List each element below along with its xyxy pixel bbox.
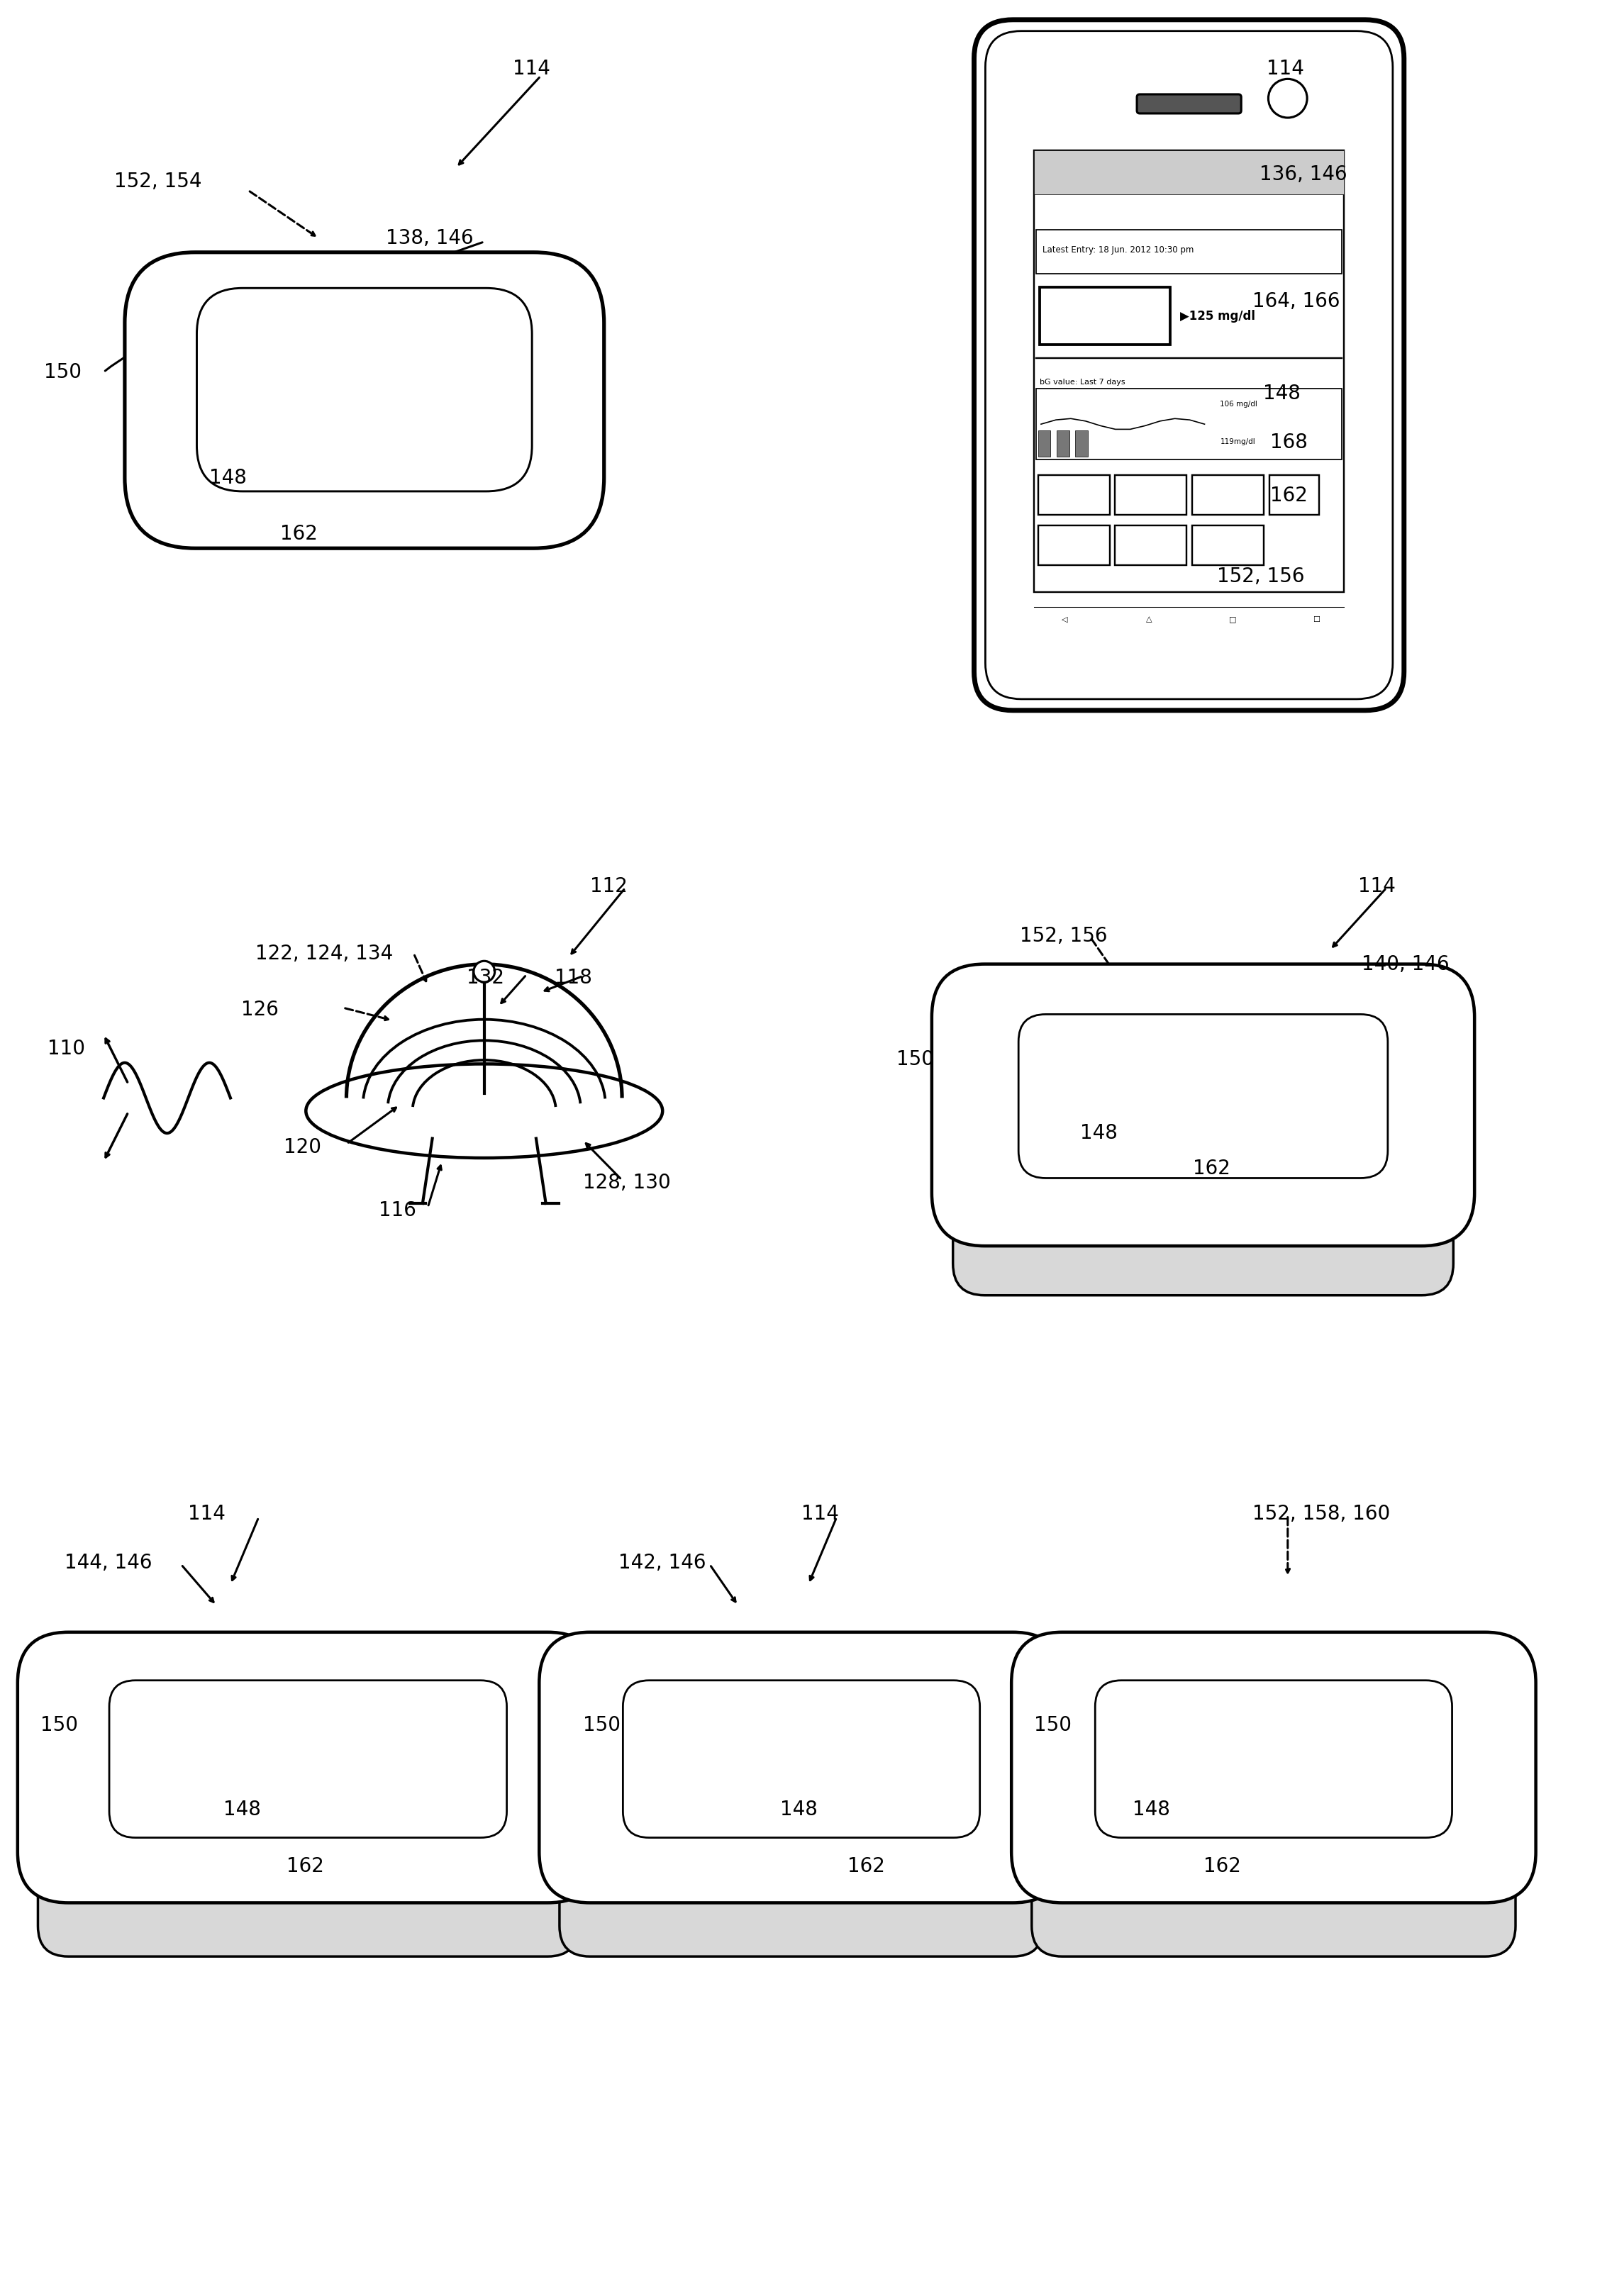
Text: ◁: ◁ [1062,615,1069,622]
FancyBboxPatch shape [109,1681,506,1837]
Text: 150: 150 [43,363,82,381]
FancyBboxPatch shape [170,443,562,544]
Text: 150: 150 [40,1715,77,1736]
Text: 162: 162 [280,523,317,544]
FancyBboxPatch shape [196,287,532,491]
FancyBboxPatch shape [1019,1015,1388,1178]
FancyBboxPatch shape [18,1632,598,1903]
Text: 152, 156: 152, 156 [1216,567,1305,585]
FancyBboxPatch shape [125,253,604,549]
Text: 106 mg/dl: 106 mg/dl [1220,402,1258,409]
Text: 128, 130: 128, 130 [583,1173,670,1192]
Text: 148: 148 [1133,1800,1170,1821]
FancyBboxPatch shape [1136,94,1241,113]
Text: 119mg/dl: 119mg/dl [1220,439,1255,445]
Bar [1038,475,1109,514]
Text: 152, 158, 160: 152, 158, 160 [1252,1504,1390,1525]
Text: 168: 168 [1270,432,1308,452]
FancyBboxPatch shape [1011,1632,1536,1903]
Text: 150: 150 [583,1715,620,1736]
FancyBboxPatch shape [932,964,1475,1247]
Bar [1038,526,1109,565]
Text: 120: 120 [283,1137,321,1157]
FancyBboxPatch shape [624,1681,980,1837]
Text: 152, 154: 152, 154 [114,172,202,193]
Text: 148: 148 [781,1800,818,1821]
Text: 148: 148 [209,468,247,487]
Text: 114: 114 [1266,60,1303,78]
Text: 162: 162 [1204,1855,1241,1876]
Text: ▶125 mg/dl: ▶125 mg/dl [1180,310,1255,321]
Bar [1115,526,1186,565]
Bar [1033,152,1343,592]
Text: 136, 146: 136, 146 [1260,165,1347,184]
Bar [1037,388,1342,459]
Bar [1038,429,1051,457]
Text: 164, 166: 164, 166 [1252,292,1340,312]
Text: □: □ [1229,615,1236,622]
Bar [1057,429,1069,457]
Ellipse shape [305,1063,662,1157]
FancyBboxPatch shape [985,32,1393,698]
Text: 162: 162 [847,1855,885,1876]
FancyBboxPatch shape [1032,1729,1515,1956]
Text: 162: 162 [1192,1159,1229,1178]
Text: 144, 146: 144, 146 [64,1552,153,1573]
Text: Latest Entry: 18 Jun. 2012 10:30 pm: Latest Entry: 18 Jun. 2012 10:30 pm [1043,246,1194,255]
Text: 116: 116 [379,1201,416,1221]
Text: 142, 146: 142, 146 [619,1552,705,1573]
Text: 150: 150 [1033,1715,1072,1736]
Bar [1192,475,1263,514]
Bar [1192,526,1263,565]
Text: 118: 118 [554,969,593,987]
Text: bG value: Last 7 days: bG value: Last 7 days [1040,379,1125,386]
Text: 138, 146: 138, 146 [386,227,472,248]
Text: 114: 114 [802,1504,839,1525]
Bar [1033,152,1343,195]
FancyBboxPatch shape [953,1065,1453,1295]
FancyBboxPatch shape [540,1632,1064,1903]
FancyBboxPatch shape [1094,1681,1453,1837]
Text: 114: 114 [513,60,550,78]
Text: △: △ [1146,615,1152,622]
Text: 152, 156: 152, 156 [1020,925,1107,946]
Text: 162: 162 [1270,484,1308,505]
Text: 126: 126 [241,1001,278,1019]
Bar [1115,475,1186,514]
Bar [1037,230,1342,273]
FancyBboxPatch shape [39,1729,579,1956]
FancyBboxPatch shape [559,1729,1043,1956]
Text: 112: 112 [590,877,627,895]
Bar [1270,475,1319,514]
FancyBboxPatch shape [974,21,1405,709]
Text: 162: 162 [288,1855,325,1876]
Text: 140, 146: 140, 146 [1361,955,1450,974]
Text: 148: 148 [1263,383,1300,404]
Circle shape [1268,78,1306,117]
Text: 114: 114 [188,1504,225,1525]
Text: 148: 148 [1080,1123,1117,1143]
Text: 110: 110 [47,1038,85,1058]
Text: 148: 148 [223,1800,260,1821]
Text: 132: 132 [466,969,505,987]
Text: 122, 124, 134: 122, 124, 134 [256,944,392,964]
Circle shape [474,962,495,983]
Bar [1075,429,1088,457]
Text: 150: 150 [897,1049,934,1070]
Text: 114: 114 [1358,877,1396,895]
Text: ☐: ☐ [1313,615,1319,622]
Bar [1040,287,1170,344]
